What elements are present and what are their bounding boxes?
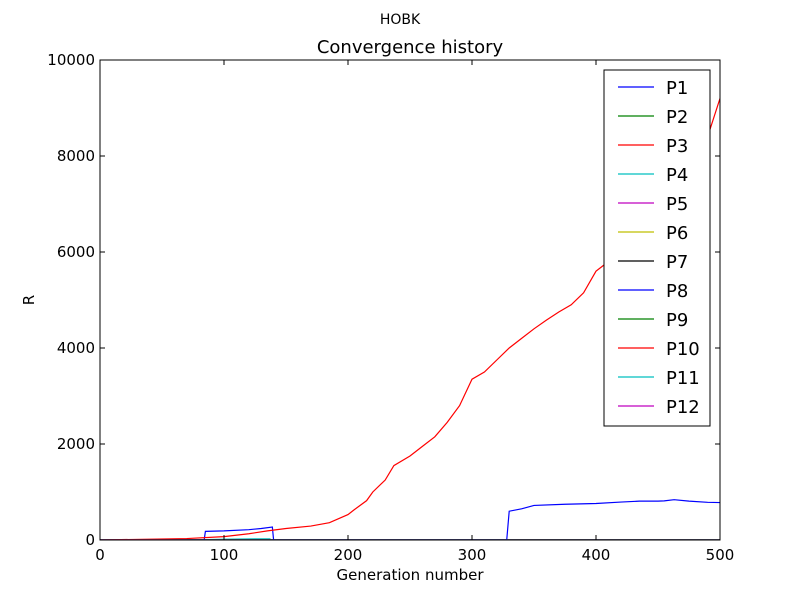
- legend-label-p8: P8: [666, 281, 688, 302]
- y-tick-label: 4000: [57, 339, 95, 357]
- legend-label-p4: P4: [666, 165, 688, 186]
- y-tick-label: 6000: [57, 243, 95, 261]
- legend-label-p5: P5: [666, 194, 688, 215]
- tick-layer: 0 100 200 300 400 500 0 2000 4000 6000 8000 10000: [47, 51, 734, 564]
- legend-label-p7: P7: [666, 252, 688, 273]
- legend-label-p11: P11: [666, 368, 700, 389]
- y-tick-label: 2000: [57, 435, 95, 453]
- x-tick-label: 0: [95, 546, 105, 564]
- figure-suptitle: HOBK: [380, 12, 421, 28]
- x-tick-label: 100: [210, 546, 239, 564]
- x-tick-label: 400: [582, 546, 611, 564]
- series-line-p10: [100, 98, 720, 540]
- plot-frame: [99, 59, 721, 541]
- y-tick-label: 10000: [47, 51, 95, 69]
- legend-label-p2: P2: [666, 107, 688, 128]
- legend-label-p10: P10: [666, 339, 700, 360]
- legend: P1 P2 P3 P4 P5 P6 P7 P8 P9 P10 P11 P12: [603, 69, 711, 427]
- chart-title: Convergence history: [317, 37, 504, 58]
- x-tick-label: 200: [334, 546, 363, 564]
- y-tick-label: 8000: [57, 147, 95, 165]
- y-tick-label: 0: [85, 531, 95, 549]
- x-axis-label: Generation number: [337, 566, 485, 584]
- legend-label-p12: P12: [666, 397, 700, 418]
- series-layer: [100, 98, 720, 540]
- legend-box: [603, 69, 711, 427]
- y-axis-label: R: [20, 295, 38, 305]
- legend-label-p6: P6: [666, 223, 688, 244]
- series-line-p4: [100, 538, 720, 540]
- series-line-p8: [100, 499, 720, 540]
- x-tick-label: 300: [458, 546, 487, 564]
- legend-label-p3: P3: [666, 136, 688, 157]
- legend-label-p9: P9: [666, 310, 688, 331]
- x-tick-label: 500: [706, 546, 735, 564]
- legend-label-p1: P1: [666, 78, 688, 99]
